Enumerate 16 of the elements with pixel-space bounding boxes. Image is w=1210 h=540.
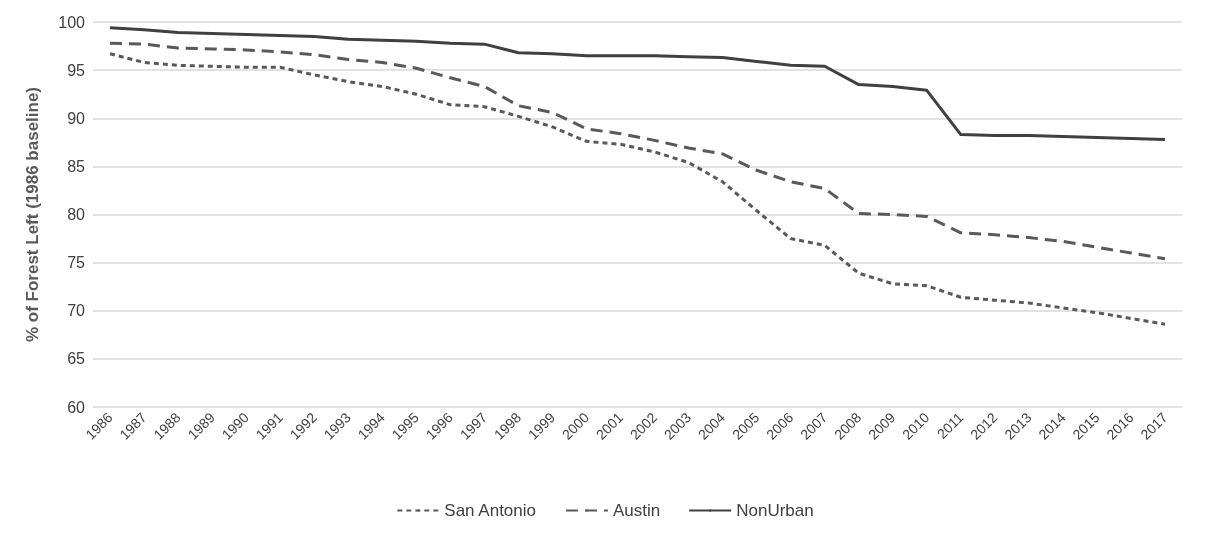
y-tick-label: 90 bbox=[67, 109, 86, 127]
y-tick-label: 75 bbox=[67, 254, 86, 272]
y-axis-title: % of Forest Left (1986 baseline) bbox=[23, 86, 42, 343]
legend-label: San Antonio bbox=[444, 501, 537, 520]
legend-label: Austin bbox=[612, 501, 661, 520]
y-tick-label: 95 bbox=[67, 61, 86, 79]
line-series bbox=[108, 52, 1167, 326]
line-series bbox=[108, 41, 1167, 261]
y-tick-label: 70 bbox=[67, 302, 86, 320]
y-tick-label: 80 bbox=[67, 206, 86, 223]
y-tick-label: 65 bbox=[67, 350, 86, 368]
y-tick-label: 100 bbox=[58, 13, 86, 31]
line-series bbox=[108, 26, 1167, 141]
legend-label: NonUrban bbox=[736, 501, 814, 520]
y-tick-label: 60 bbox=[67, 398, 86, 416]
y-tick-label: 85 bbox=[67, 157, 86, 175]
